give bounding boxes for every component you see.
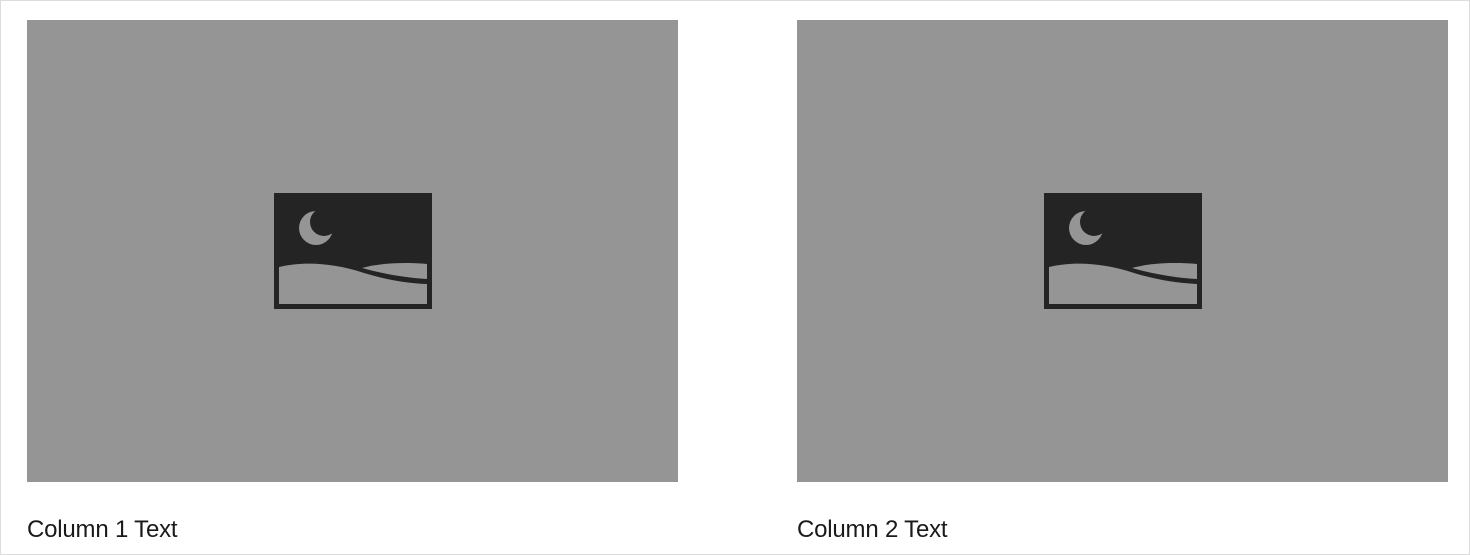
column-text: Column 2 Text [797, 516, 948, 543]
column-text: Column 1 Text [27, 516, 178, 543]
image-placeholder-icon [273, 193, 432, 309]
image-placeholder [27, 20, 678, 482]
image-placeholder [797, 20, 1448, 482]
column-1: Column 1 Text [27, 20, 678, 544]
image-placeholder-icon [1043, 193, 1202, 309]
column-2: Column 2 Text [797, 20, 1448, 544]
